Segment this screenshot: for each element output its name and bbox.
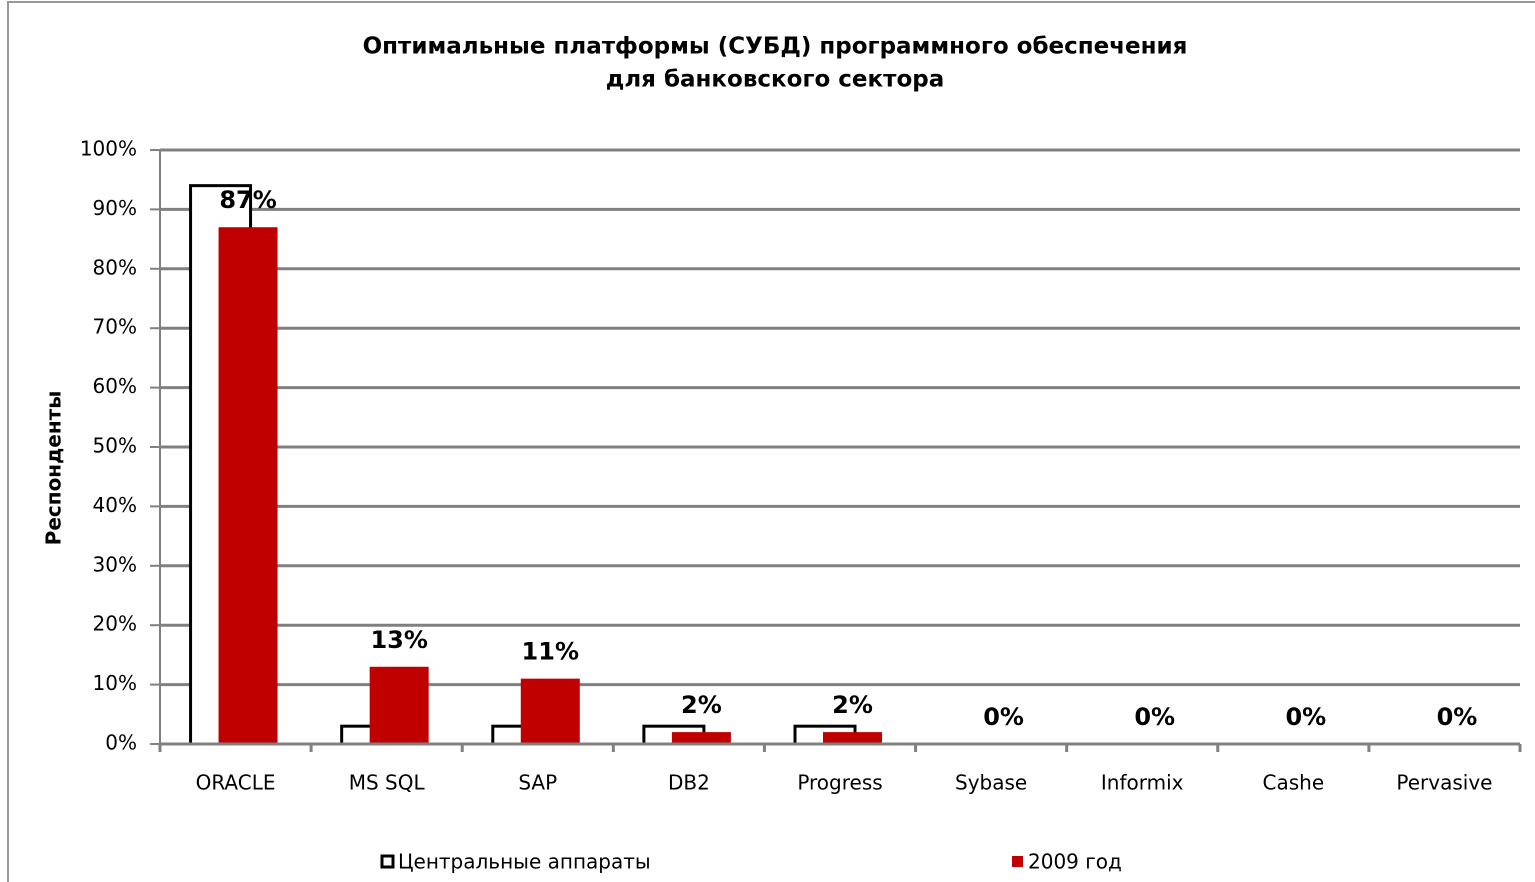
x-tick-label: Pervasive xyxy=(1396,771,1492,795)
y-tick-label: 90% xyxy=(93,196,137,220)
x-tick-label: Progress xyxy=(797,771,882,795)
data-label: 0% xyxy=(1285,703,1326,731)
x-tick-label: Sybase xyxy=(955,771,1027,795)
bar xyxy=(218,227,278,745)
chart-frame xyxy=(7,1,1535,882)
data-label: 2% xyxy=(681,691,722,719)
y-tick-label: 70% xyxy=(93,315,137,339)
x-tick-label: MS SQL xyxy=(349,771,426,795)
bar xyxy=(823,732,882,744)
legend-label: Центральные аппараты xyxy=(398,850,651,874)
y-tick-label: 30% xyxy=(93,552,137,576)
x-tick-label: Cashe xyxy=(1263,771,1325,795)
legend-swatch xyxy=(1012,856,1023,867)
x-tick-label: SAP xyxy=(518,771,557,795)
data-label: 13% xyxy=(370,626,427,654)
bar xyxy=(520,678,580,744)
legend-label: 2009 год xyxy=(1028,850,1122,874)
bar xyxy=(671,732,731,744)
y-tick-label: 80% xyxy=(93,255,137,279)
legend-swatch xyxy=(380,854,395,869)
data-label: 0% xyxy=(1437,703,1478,731)
data-label: 11% xyxy=(522,638,579,666)
y-tick-label: 100% xyxy=(80,137,137,161)
data-label: 0% xyxy=(1134,703,1175,731)
x-tick-label: Informix xyxy=(1101,771,1184,795)
y-tick-label: 50% xyxy=(93,434,137,458)
data-label: 0% xyxy=(983,703,1024,731)
y-tick-label: 40% xyxy=(93,493,137,517)
chart-title: для банковского сектора xyxy=(606,67,944,93)
y-tick-label: 0% xyxy=(105,731,137,755)
y-tick-label: 60% xyxy=(93,374,137,398)
y-axis-label: Респонденты xyxy=(42,391,66,546)
x-tick-label: ORACLE xyxy=(196,771,276,795)
y-tick-label: 20% xyxy=(93,612,137,636)
y-tick-label: 10% xyxy=(93,671,137,695)
data-label: 87% xyxy=(219,186,276,214)
chart-title: Оптимальные платформы (СУБД) программног… xyxy=(363,34,1188,60)
x-tick-label: DB2 xyxy=(668,771,710,795)
data-label: 2% xyxy=(832,691,873,719)
bar xyxy=(369,666,429,744)
